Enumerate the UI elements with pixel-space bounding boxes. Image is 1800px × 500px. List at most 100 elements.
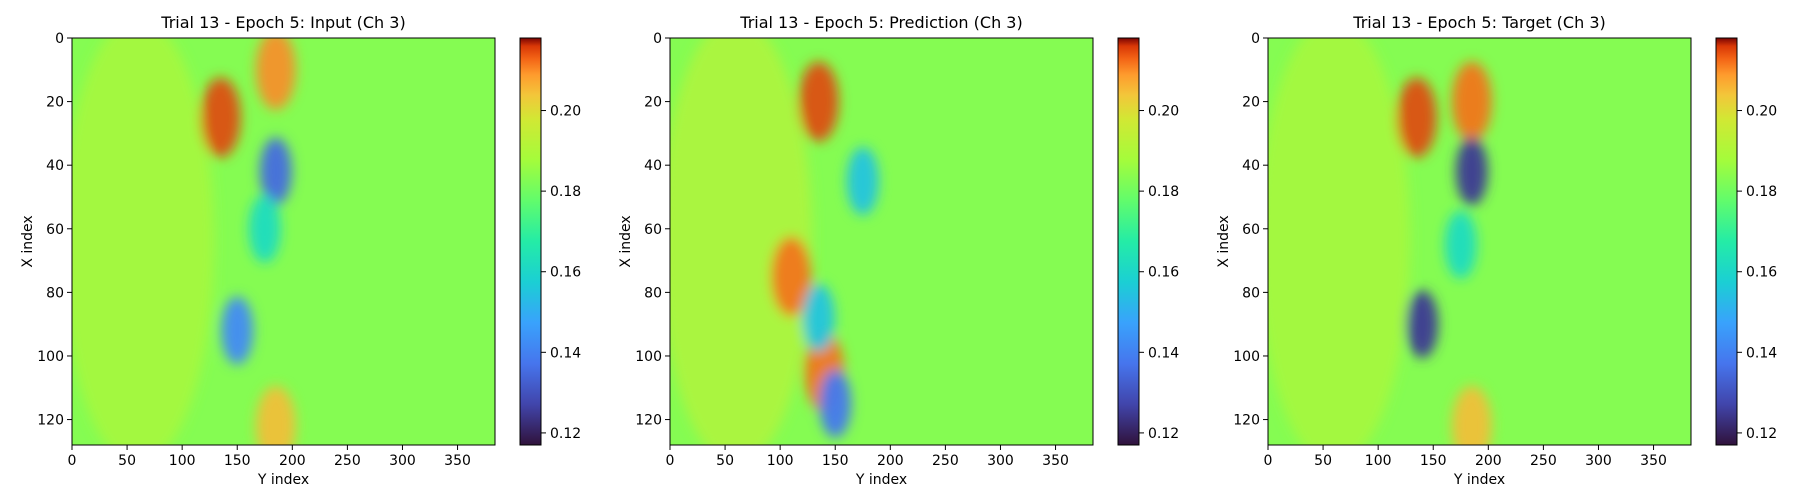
colorbar-tick-label: 0.14 [1148, 345, 1179, 361]
x-tick-label: 100 [767, 453, 794, 469]
colorbar-tick-label: 0.18 [1148, 184, 1179, 200]
x-tick-label: 250 [1530, 453, 1557, 469]
x-tick-label: 50 [1314, 453, 1332, 469]
colorbar-tick-label: 0.16 [1148, 265, 1179, 281]
y-tick-label: 80 [644, 285, 662, 301]
x-tick-label: 50 [118, 453, 136, 469]
x-tick-label: 300 [987, 453, 1014, 469]
x-tick-label: 300 [389, 453, 416, 469]
heatmap-blobs [72, 38, 296, 445]
chart-title: Trial 13 - Epoch 5: Prediction (Ch 3) [739, 13, 1022, 32]
y-tick-label: 80 [1242, 285, 1260, 301]
heatmap-low-feature [819, 369, 852, 438]
y-tick-label: 40 [644, 158, 662, 174]
colorbar [1715, 37, 1738, 446]
y-tick-label: 80 [46, 285, 64, 301]
heatmap-high-feature [255, 385, 296, 445]
colorbar-tick-label: 0.20 [550, 104, 581, 120]
heatmap-low-feature [846, 147, 879, 216]
heatmap-region-left [670, 38, 813, 445]
chart-title: Trial 13 - Epoch 5: Input (Ch 3) [160, 13, 405, 32]
y-tick-label: 20 [1242, 95, 1260, 111]
x-tick-label: 250 [334, 453, 361, 469]
x-tick-label: 150 [1420, 453, 1447, 469]
y-tick-label: 60 [1242, 222, 1260, 238]
heatmap-low-feature [248, 194, 281, 263]
x-tick-label: 250 [932, 453, 959, 469]
x-tick-label: 150 [822, 453, 849, 469]
y-axis-label: X index [1216, 215, 1232, 267]
y-axis-label: X index [20, 215, 36, 267]
x-axis-label: Y index [855, 472, 907, 488]
y-tick-label: 60 [644, 222, 662, 238]
x-tick-label: 50 [716, 453, 734, 469]
x-axis-label: Y index [257, 472, 309, 488]
heatmap-panel-2: Trial 13 - Epoch 5: Prediction (Ch 3) 0 50… [618, 13, 1179, 488]
heatmap-field [1268, 38, 1691, 445]
x-axis-label: Y index [1453, 472, 1505, 488]
colorbar-tick-label: 0.12 [1148, 426, 1179, 442]
y-tick-label: 120 [37, 413, 64, 429]
y-tick-label: 40 [1242, 158, 1260, 174]
axes-frame [1267, 37, 1692, 446]
y-tick-label: 0 [653, 31, 662, 47]
y-tick-label: 40 [46, 158, 64, 174]
heatmap-blobs [1268, 38, 1492, 445]
heatmap-high-feature [200, 77, 241, 158]
colorbar-tick-label: 0.18 [1746, 184, 1777, 200]
y-tick-label: 20 [46, 95, 64, 111]
colorbar [1117, 37, 1140, 446]
y-tick-label: 120 [635, 413, 662, 429]
heatmap-low-feature [259, 137, 292, 206]
x-tick-label: 350 [444, 453, 471, 469]
x-tick-label: 350 [1042, 453, 1069, 469]
y-tick-label: 20 [644, 95, 662, 111]
x-tick-label: 200 [279, 453, 306, 469]
y-axis-label: X index [618, 215, 634, 267]
x-tick-label: 350 [1640, 453, 1667, 469]
colorbar-tick-label: 0.16 [1746, 265, 1777, 281]
heatmap-high-feature [1451, 385, 1492, 445]
heatmap-high-feature [255, 38, 296, 110]
axes-frame [71, 37, 496, 446]
colorbar-tick-label: 0.14 [1746, 345, 1777, 361]
x-tick-label: 150 [224, 453, 251, 469]
colorbar-tick-label: 0.12 [550, 426, 581, 442]
heatmap-panel-1: Trial 13 - Epoch 5: Input (Ch 3) 0 50 100 15… [20, 13, 581, 488]
x-tick-label: 300 [1585, 453, 1612, 469]
colorbar-tick-label: 0.16 [550, 265, 581, 281]
y-tick-label: 100 [635, 349, 662, 365]
x-tick-label: 0 [1264, 453, 1273, 469]
y-tick-label: 100 [37, 349, 64, 365]
colorbar [519, 37, 542, 446]
y-tick-label: 100 [1233, 349, 1260, 365]
x-tick-label: 100 [169, 453, 196, 469]
heatmap-low-feature [1444, 210, 1477, 279]
y-tick-label: 0 [1251, 31, 1260, 47]
axes-frame [669, 37, 1094, 446]
y-tick-label: 120 [1233, 413, 1260, 429]
y-tick-label: 0 [55, 31, 64, 47]
heatmap-region-left [72, 38, 215, 445]
heatmap-field [670, 38, 1093, 445]
heatmap-panel-3: Trial 13 - Epoch 5: Target (Ch 3) 0 50 100 1… [1216, 13, 1777, 488]
x-tick-label: 0 [68, 453, 77, 469]
x-tick-label: 0 [666, 453, 675, 469]
x-tick-label: 200 [1475, 453, 1502, 469]
heatmap-low-feature [1406, 290, 1439, 359]
heatmap-low-feature [1455, 137, 1488, 206]
heatmap-high-feature [771, 236, 812, 317]
heatmap-blobs [670, 38, 879, 445]
colorbar-tick-label: 0.12 [1746, 426, 1777, 442]
heatmap-field [72, 38, 495, 445]
heatmap-high-feature [1396, 77, 1437, 158]
heatmap-low-feature [802, 283, 835, 352]
heatmap-low-feature [221, 296, 254, 365]
colorbar-tick-label: 0.20 [1746, 104, 1777, 120]
x-tick-label: 100 [1365, 453, 1392, 469]
y-tick-label: 60 [46, 222, 64, 238]
colorbar-tick-label: 0.20 [1148, 104, 1179, 120]
heatmap-region-left [1268, 38, 1411, 445]
heatmap-high-feature [1451, 61, 1492, 142]
